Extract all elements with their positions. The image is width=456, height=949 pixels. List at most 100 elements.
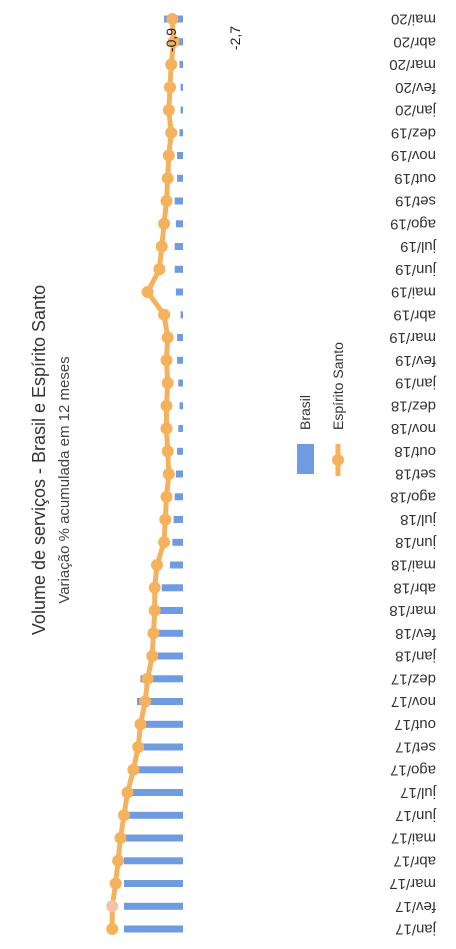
tick-label-jun-19: jun/19: [395, 261, 437, 278]
point-es-out-19: [161, 172, 174, 185]
bar-brasil-dez-19: [179, 129, 183, 137]
point-es-out-18: [161, 445, 174, 458]
tick-label-mai-19: mai/19: [391, 284, 436, 301]
tick-label-mai-17: mai/17: [391, 830, 436, 847]
point-es-dez-19: [165, 126, 178, 139]
tick-label-abr-17: abr/17: [393, 852, 436, 869]
point-es-ago-19: [158, 217, 171, 230]
point-es-mar-18: [148, 604, 161, 617]
point-es-set-18: [162, 468, 175, 480]
point-es-jan-18: [146, 650, 159, 662]
point-es-nov-17: [139, 695, 152, 708]
tick-label-mar-17: mar/17: [389, 875, 436, 892]
point-es-fev-18: [147, 627, 160, 640]
point-es-mar-20: [165, 58, 178, 71]
point-es-ago-17: [127, 763, 140, 776]
chart-subtitle: Variação % acumulada em 12 meses: [56, 356, 73, 603]
point-es-jul-18: [159, 513, 172, 526]
point-es-jul-17: [121, 786, 134, 799]
bar-brasil-fev-18: [157, 629, 183, 637]
point-es-fev-17: [106, 900, 119, 913]
bar-brasil-nov-19: [177, 152, 183, 159]
bar-brasil-set-18: [175, 470, 183, 478]
bar-brasil-out-18: [177, 447, 183, 455]
point-es-jan-19: [161, 377, 174, 389]
bar-brasil-jan-18: [155, 652, 183, 660]
bar-brasil-fev-19: [177, 356, 183, 364]
point-es-ago-18: [160, 490, 173, 503]
bar-brasil-ago-17: [131, 766, 183, 774]
bar-brasil-nov-18: [178, 425, 183, 432]
chart-title: Volume de serviços - Brasil e Espírito S…: [29, 285, 49, 635]
data-labels: -0,9 -2,7: [163, 26, 243, 52]
tick-label-nov-19: nov/19: [391, 147, 436, 164]
point-es-jan-20: [162, 104, 175, 116]
tick-label-ago-17: ago/17: [390, 761, 436, 778]
legend-label-brasil: Brasil: [297, 395, 313, 430]
legend-swatch-marker-es: [332, 454, 344, 466]
tick-label-jan-17: jan/17: [395, 921, 437, 938]
point-es-dez-17: [141, 672, 154, 685]
bar-brasil-mai-19: [175, 288, 183, 296]
tick-label-jan-18: jan/18: [395, 648, 437, 665]
legend: Brasil Espírito Santo: [297, 342, 346, 476]
tick-label-mai-20: mai/20: [391, 11, 436, 28]
data-label-brasil-last: -2,7: [227, 26, 243, 50]
point-es-nov-19: [162, 149, 175, 162]
bar-brasil-abr-17: [124, 857, 183, 865]
point-es-out-17: [134, 718, 147, 731]
tick-label-ago-18: ago/18: [390, 488, 436, 505]
bar-brasil-jan-19: [178, 379, 183, 387]
point-es-jul-19: [155, 240, 168, 253]
bar-brasil-jul-17: [128, 789, 183, 796]
tick-label-fev-17: fev/17: [395, 898, 436, 915]
point-es-fev-20: [164, 81, 176, 94]
tick-label-fev-18: fev/18: [395, 625, 436, 642]
point-es-jan-17: [106, 923, 119, 935]
bar-brasil-fev-17: [124, 902, 183, 910]
bar-brasil-jun-18: [172, 538, 183, 546]
tick-label-jan-20: jan/20: [395, 102, 437, 119]
bar-brasil-jul-19: [174, 243, 183, 250]
bar-brasil-ago-18: [174, 493, 183, 501]
bar-brasil-abr-19: [180, 311, 183, 319]
point-es-abr-18: [148, 581, 161, 594]
point-es-jun-19: [153, 263, 166, 276]
tick-label-nov-18: nov/18: [391, 420, 436, 437]
tick-label-mar-19: mar/19: [389, 329, 436, 346]
bar-brasil-out-17: [135, 720, 183, 728]
bar-brasil-set-17: [133, 743, 183, 751]
bar-brasil-set-19: [174, 197, 183, 205]
bar-brasil-jun-19: [174, 265, 183, 273]
tick-label-ago-19: ago/19: [390, 215, 436, 232]
point-es-abr-20: [167, 35, 180, 48]
bar-brasil-jan-17: [124, 925, 183, 933]
tick-label-abr-20: abr/20: [393, 33, 436, 50]
point-es-mar-19: [161, 331, 174, 344]
tick-label-out-17: out/17: [394, 716, 436, 733]
point-es-mai-17: [114, 832, 127, 844]
point-es-nov-18: [160, 422, 173, 435]
tick-label-dez-18: dez/18: [391, 397, 436, 414]
point-es-set-17: [132, 741, 145, 753]
tick-label-fev-20: fev/20: [395, 79, 436, 96]
point-es-mai-18: [151, 559, 163, 571]
tick-label-jul-17: jul/17: [400, 784, 437, 801]
legend-label-es: Espírito Santo: [330, 342, 346, 430]
tick-label-out-19: out/19: [394, 170, 436, 187]
tick-label-jul-19: jul/19: [400, 238, 437, 255]
point-es-jun-17: [118, 809, 130, 822]
bar-brasil-jan-20: [180, 106, 183, 114]
point-es-set-19: [160, 195, 173, 207]
tick-label-mai-18: mai/18: [391, 557, 436, 574]
tick-label-abr-18: abr/18: [393, 579, 436, 596]
espirito-santo-points: [106, 13, 180, 935]
point-es-mai-20: [166, 13, 179, 25]
tick-label-out-18: out/18: [394, 443, 436, 460]
bar-brasil-out-19: [177, 174, 183, 182]
x-axis-tick-labels: jan/17 fev/17 mar/17 abr/17 mai/17 jun/17 jul/…: [389, 11, 437, 938]
legend-swatch-brasil: [297, 444, 314, 474]
bar-brasil-mar-17: [124, 880, 183, 887]
tick-label-jul-18: jul/18: [400, 511, 437, 528]
tick-label-set-17: set/17: [395, 739, 436, 756]
